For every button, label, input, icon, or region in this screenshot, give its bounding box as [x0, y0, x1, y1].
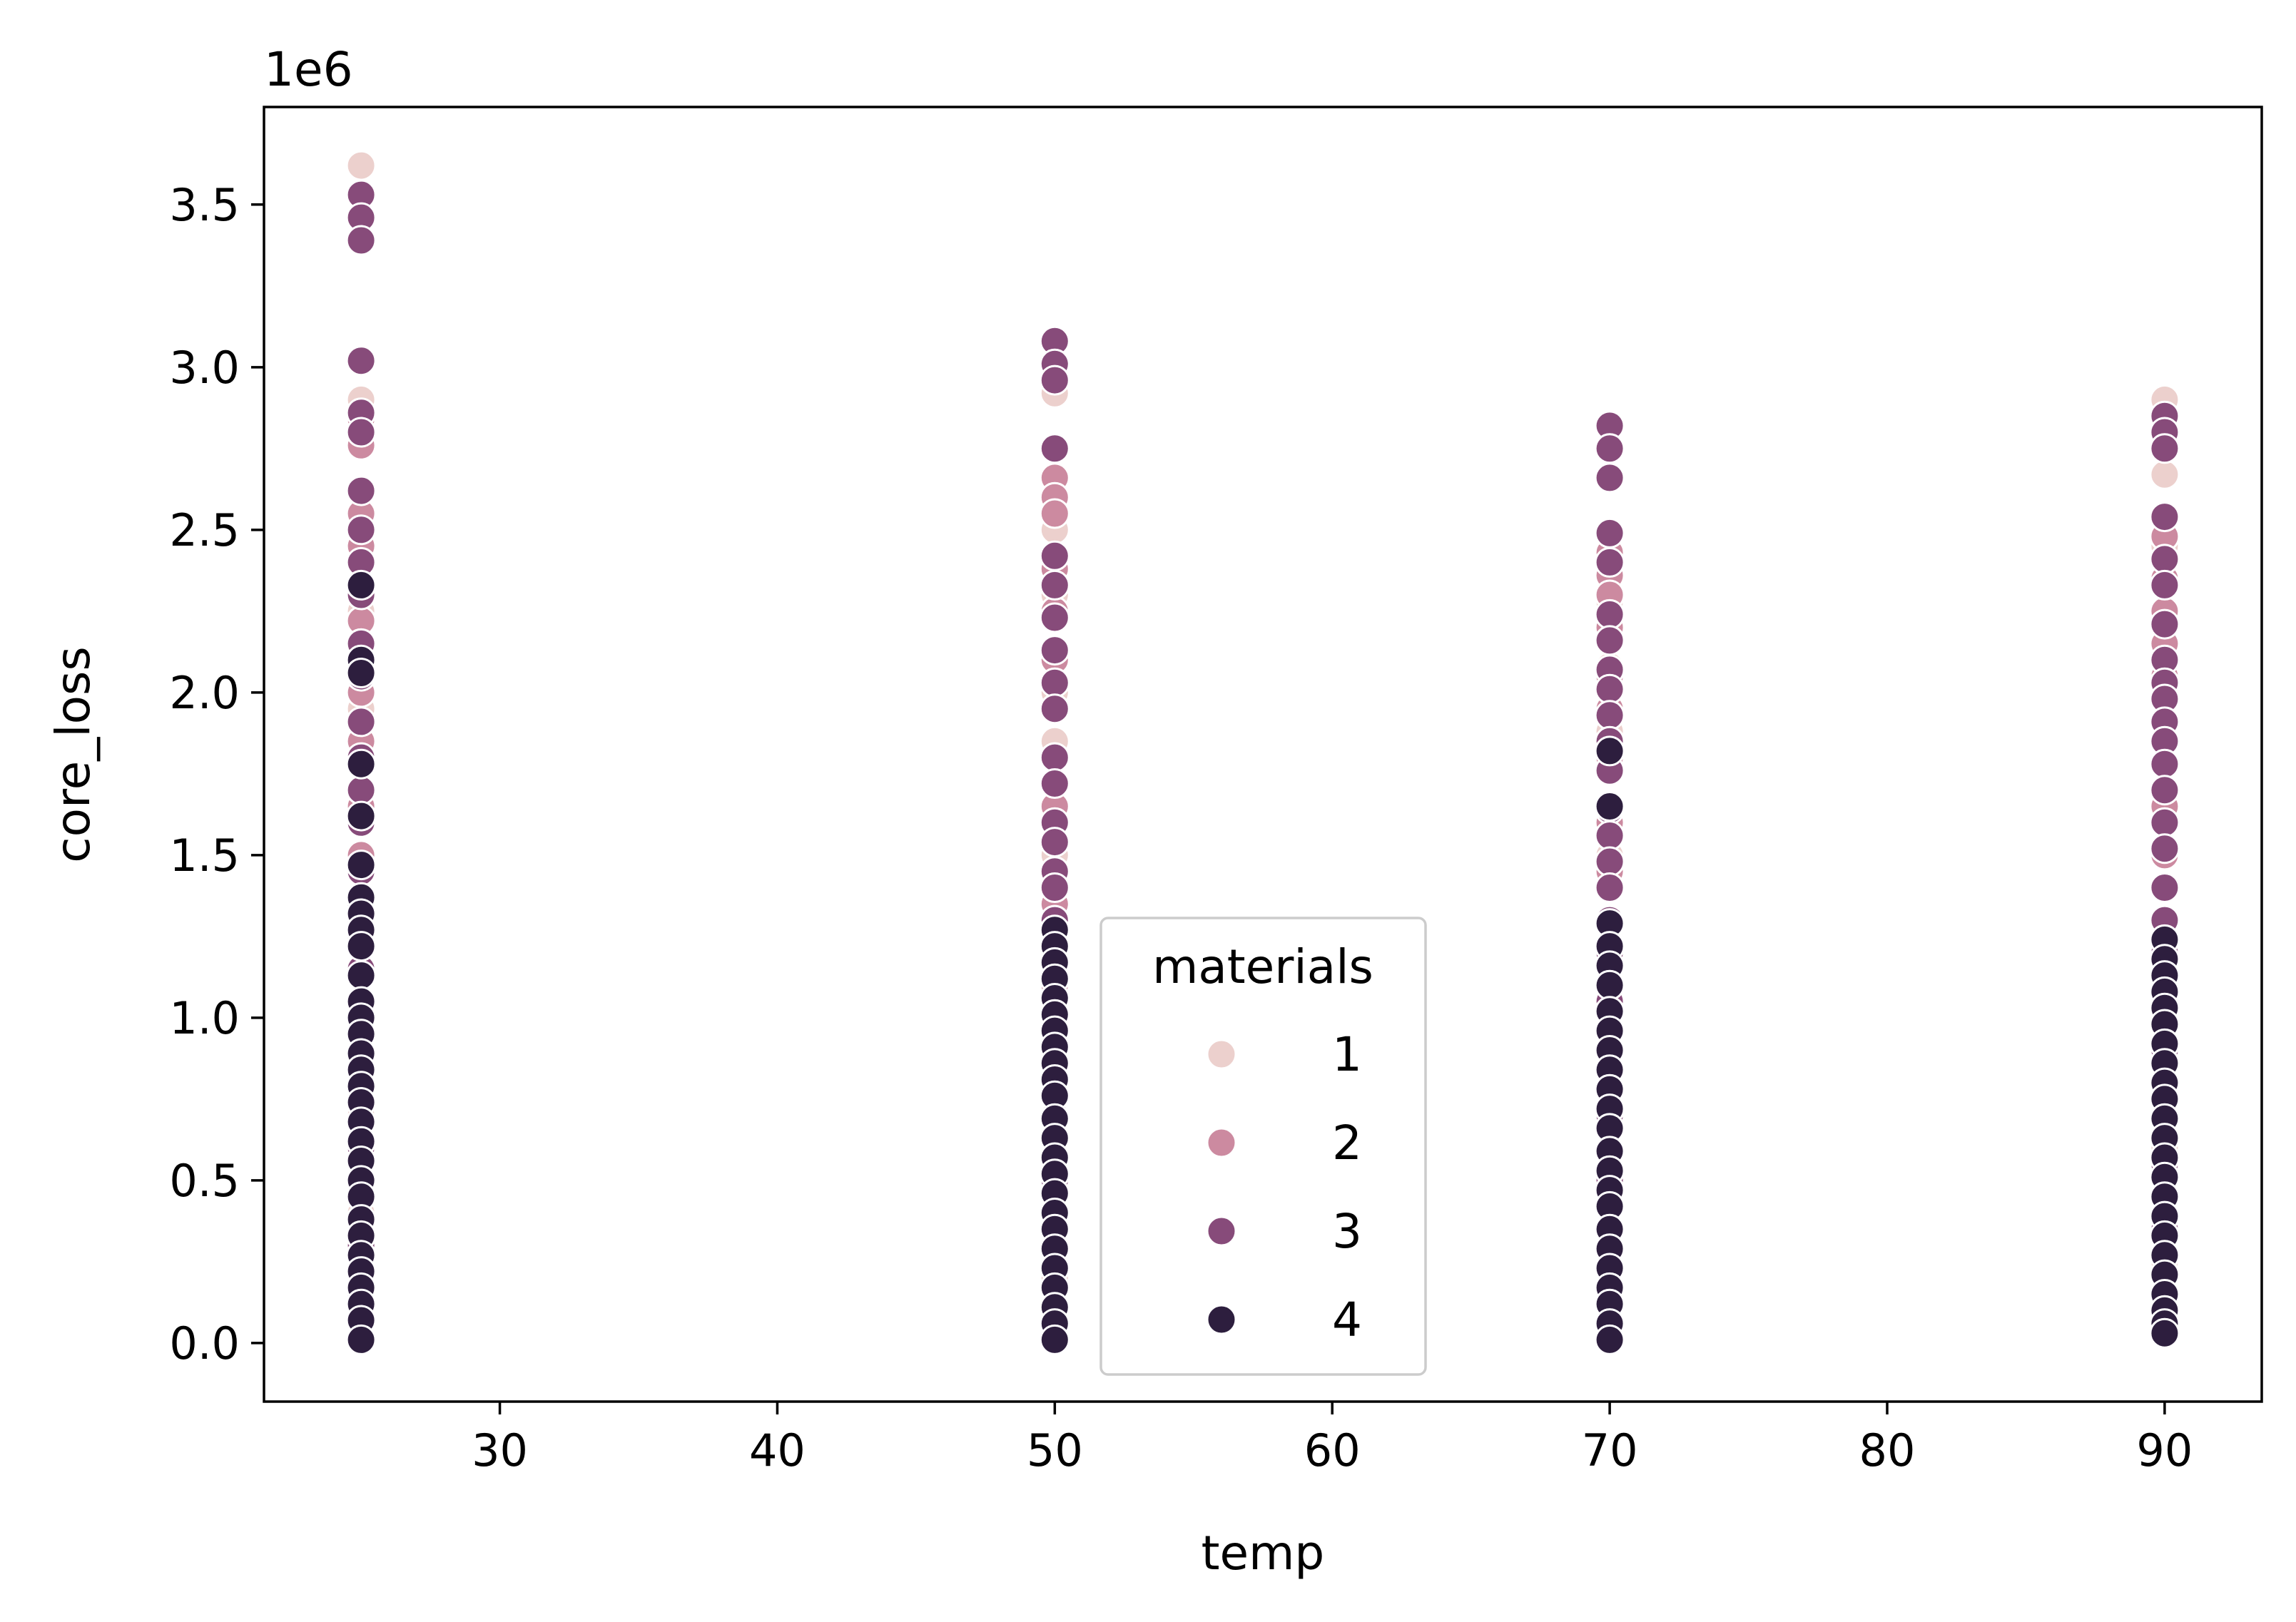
legend-marker-1	[1206, 1039, 1237, 1070]
legend-label-4: 4	[1332, 1292, 1362, 1347]
x-tick-label-50: 50	[1027, 1424, 1083, 1476]
y-tick-label-2.5: 2.5	[169, 504, 240, 556]
y-tick-label-2.0: 2.0	[169, 667, 240, 719]
scatter-point-material-3-34	[1039, 635, 1070, 666]
y-offset-label: 1e6	[264, 42, 353, 97]
scatter-point-material-3-12	[345, 706, 377, 738]
scatter-point-material-4-101	[2149, 1317, 2180, 1349]
scatter-point-material-3-77	[2149, 501, 2180, 533]
scatter-point-material-3-33	[1039, 602, 1070, 633]
legend-entries: 1 2 3 4	[1206, 1027, 1362, 1347]
scatter-point-material-3-86	[2149, 748, 2180, 780]
scatter-point-material-3-66	[1594, 872, 1625, 903]
legend-marker-4	[1206, 1304, 1237, 1335]
y-tick-label-1.0: 1.0	[169, 992, 240, 1044]
scatter-point-material-4-10	[345, 960, 377, 991]
y-tick-label-3.5: 3.5	[169, 179, 240, 231]
scatter-point-material-3-57	[1594, 625, 1625, 656]
scatter-point-material-3-38	[1039, 768, 1070, 799]
legend-label-3: 3	[1332, 1204, 1362, 1259]
scatter-point-material-3-78	[2149, 544, 2180, 575]
scatter-point-material-4-0	[345, 569, 377, 601]
scatter-point-material-3-89	[2149, 833, 2180, 864]
y-tick-label-1.5: 1.5	[169, 830, 240, 882]
legend-marker-3	[1206, 1215, 1237, 1247]
y-tick-label-3.0: 3.0	[169, 342, 240, 394]
x-tick-label-60: 60	[1304, 1424, 1361, 1476]
x-tick-label-70: 70	[1582, 1424, 1638, 1476]
scatter-point-material-3-35	[1039, 667, 1070, 698]
scatter-point-material-3-80	[2149, 608, 2180, 640]
scatter-point-material-3-65	[1594, 846, 1625, 877]
y-axis-label: core_loss	[46, 646, 101, 862]
scatter-point-material-3-2	[345, 225, 377, 256]
y-tick-label-0.5: 0.5	[169, 1155, 240, 1207]
scatter-point-material-3-32	[1039, 569, 1070, 601]
scatter-point-material-3-5	[345, 417, 377, 448]
x-tick-label-30: 30	[472, 1424, 528, 1476]
scatter-point-material-3-31	[1039, 540, 1070, 571]
scatter-point-material-3-37	[1039, 742, 1070, 773]
legend: materials 1 2 3 4	[1099, 917, 1427, 1376]
y-axis: 0.0 0.5 1.0 1.5 2.0 2.5 3.0 3.5	[169, 179, 264, 1369]
x-axis-label: temp	[1202, 1526, 1325, 1581]
scatter-point-material-3-60	[1594, 700, 1625, 731]
scatter-point-material-3-87	[2149, 775, 2180, 806]
scatter-point-material-3-14	[345, 775, 377, 806]
scatter-point-material-4-60	[1594, 969, 1625, 1001]
scatter-point-material-3-53	[1594, 462, 1625, 494]
legend-marker-2	[1206, 1127, 1237, 1158]
scatter-point-material-1-30	[2149, 459, 2180, 490]
legend-label-1: 1	[1332, 1027, 1362, 1082]
scatter-point-material-4-9	[345, 931, 377, 962]
legend-label-2: 2	[1332, 1116, 1362, 1170]
scatter-point-material-3-40	[1039, 827, 1070, 858]
scatter-point-material-3-55	[1594, 546, 1625, 578]
scatter-point-material-3-52	[1594, 433, 1625, 464]
scatter-point-material-4-55	[1594, 735, 1625, 767]
scatter-point-material-3-56	[1594, 598, 1625, 630]
x-tick-label-40: 40	[749, 1424, 806, 1476]
scatter-point-material-4-56	[1594, 791, 1625, 822]
scatter-point-material-3-79	[2149, 569, 2180, 601]
scatter-point-material-4-3	[345, 748, 377, 780]
scatter-point-material-2-18	[1039, 498, 1070, 529]
scatter-point-material-4-2	[345, 658, 377, 688]
scatter-point-material-3-7	[345, 514, 377, 546]
x-tick-label-80: 80	[1859, 1424, 1916, 1476]
plot-frame	[263, 106, 2263, 1403]
scatter-point-material-3-54	[1594, 517, 1625, 549]
scatter-point-material-3-6	[345, 475, 377, 506]
scatter-point-material-3-64	[1594, 820, 1625, 851]
scatter-point-material-4-4	[345, 800, 377, 832]
legend-title: materials	[1152, 939, 1373, 994]
scatter-point-material-3-3	[345, 345, 377, 377]
scatter-point-material-3-42	[1039, 872, 1070, 903]
scatter-point-material-3-30	[1039, 433, 1070, 464]
scatter-point-material-3-59	[1594, 673, 1625, 705]
scatter-point-material-3-76	[2149, 433, 2180, 464]
legend-box	[1099, 917, 1427, 1376]
y-tick-label-0.0: 0.0	[169, 1317, 240, 1369]
scatter-point-material-3-90	[2149, 872, 2180, 903]
scatter-point-material-4-30	[345, 1324, 377, 1355]
scatter-point-material-4-54	[1039, 1324, 1070, 1355]
scatter-point-material-1-0	[345, 150, 377, 181]
x-axis: 30 40 50 60 70 80 90	[472, 1402, 2193, 1476]
scatter-point-material-4-78	[1594, 1324, 1625, 1355]
scatter-point-material-4-5	[345, 850, 377, 881]
points-layer	[345, 150, 2180, 1355]
x-tick-label-90: 90	[2136, 1424, 2193, 1476]
scatter-point-material-3-88	[2149, 807, 2180, 838]
scatter-point-material-3-36	[1039, 693, 1070, 725]
scatter-point-material-3-29	[1039, 364, 1070, 396]
